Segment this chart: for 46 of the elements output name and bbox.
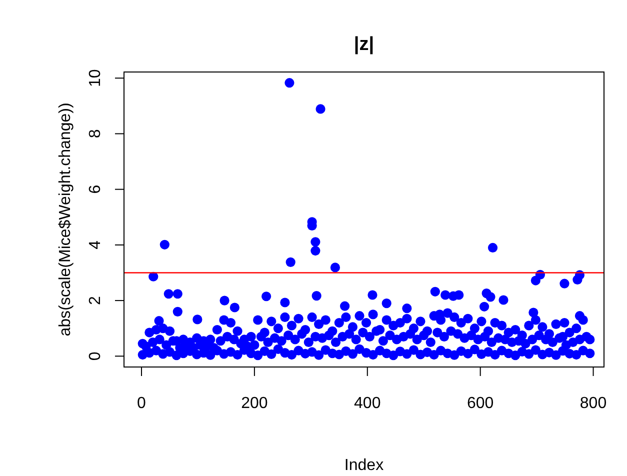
point	[498, 295, 508, 305]
point	[430, 286, 440, 296]
point	[560, 278, 570, 288]
y-tick-label: 4	[87, 240, 104, 250]
x-tick-label: 800	[580, 395, 607, 412]
x-tick-label: 0	[137, 395, 146, 412]
point	[286, 257, 296, 267]
point	[284, 78, 294, 88]
x-tick-label: 400	[354, 395, 381, 412]
y-tick-label: 10	[87, 69, 104, 88]
point	[280, 298, 290, 308]
x-axis-title: Index	[344, 457, 384, 474]
y-tick-label: 8	[87, 129, 104, 138]
x-tick-label: 200	[241, 395, 268, 412]
point	[488, 242, 498, 253]
point	[572, 274, 582, 284]
point	[368, 290, 378, 300]
point	[160, 240, 170, 250]
point	[192, 314, 202, 324]
point	[230, 302, 240, 312]
y-tick-label: 6	[87, 184, 104, 194]
point	[340, 301, 350, 311]
point	[312, 291, 322, 301]
y-tick-label: 0	[87, 352, 104, 361]
y-tick-label: 2	[87, 296, 104, 305]
point	[479, 302, 490, 312]
point	[330, 262, 340, 272]
point	[440, 290, 450, 300]
point	[172, 289, 182, 299]
point	[402, 304, 412, 314]
point	[262, 292, 272, 302]
point	[172, 306, 182, 316]
y-axis-title: abs(scale(Mice$Weight.change))	[57, 102, 74, 336]
point	[486, 292, 496, 302]
point	[560, 318, 570, 328]
x-tick-label: 600	[466, 395, 494, 412]
point	[154, 316, 164, 326]
chart-title: |z|	[354, 34, 374, 55]
point	[310, 246, 320, 256]
point	[454, 290, 464, 300]
point	[530, 276, 540, 286]
point	[382, 298, 392, 308]
point	[164, 289, 174, 299]
point	[310, 237, 320, 247]
point	[220, 296, 230, 306]
point	[316, 104, 326, 114]
